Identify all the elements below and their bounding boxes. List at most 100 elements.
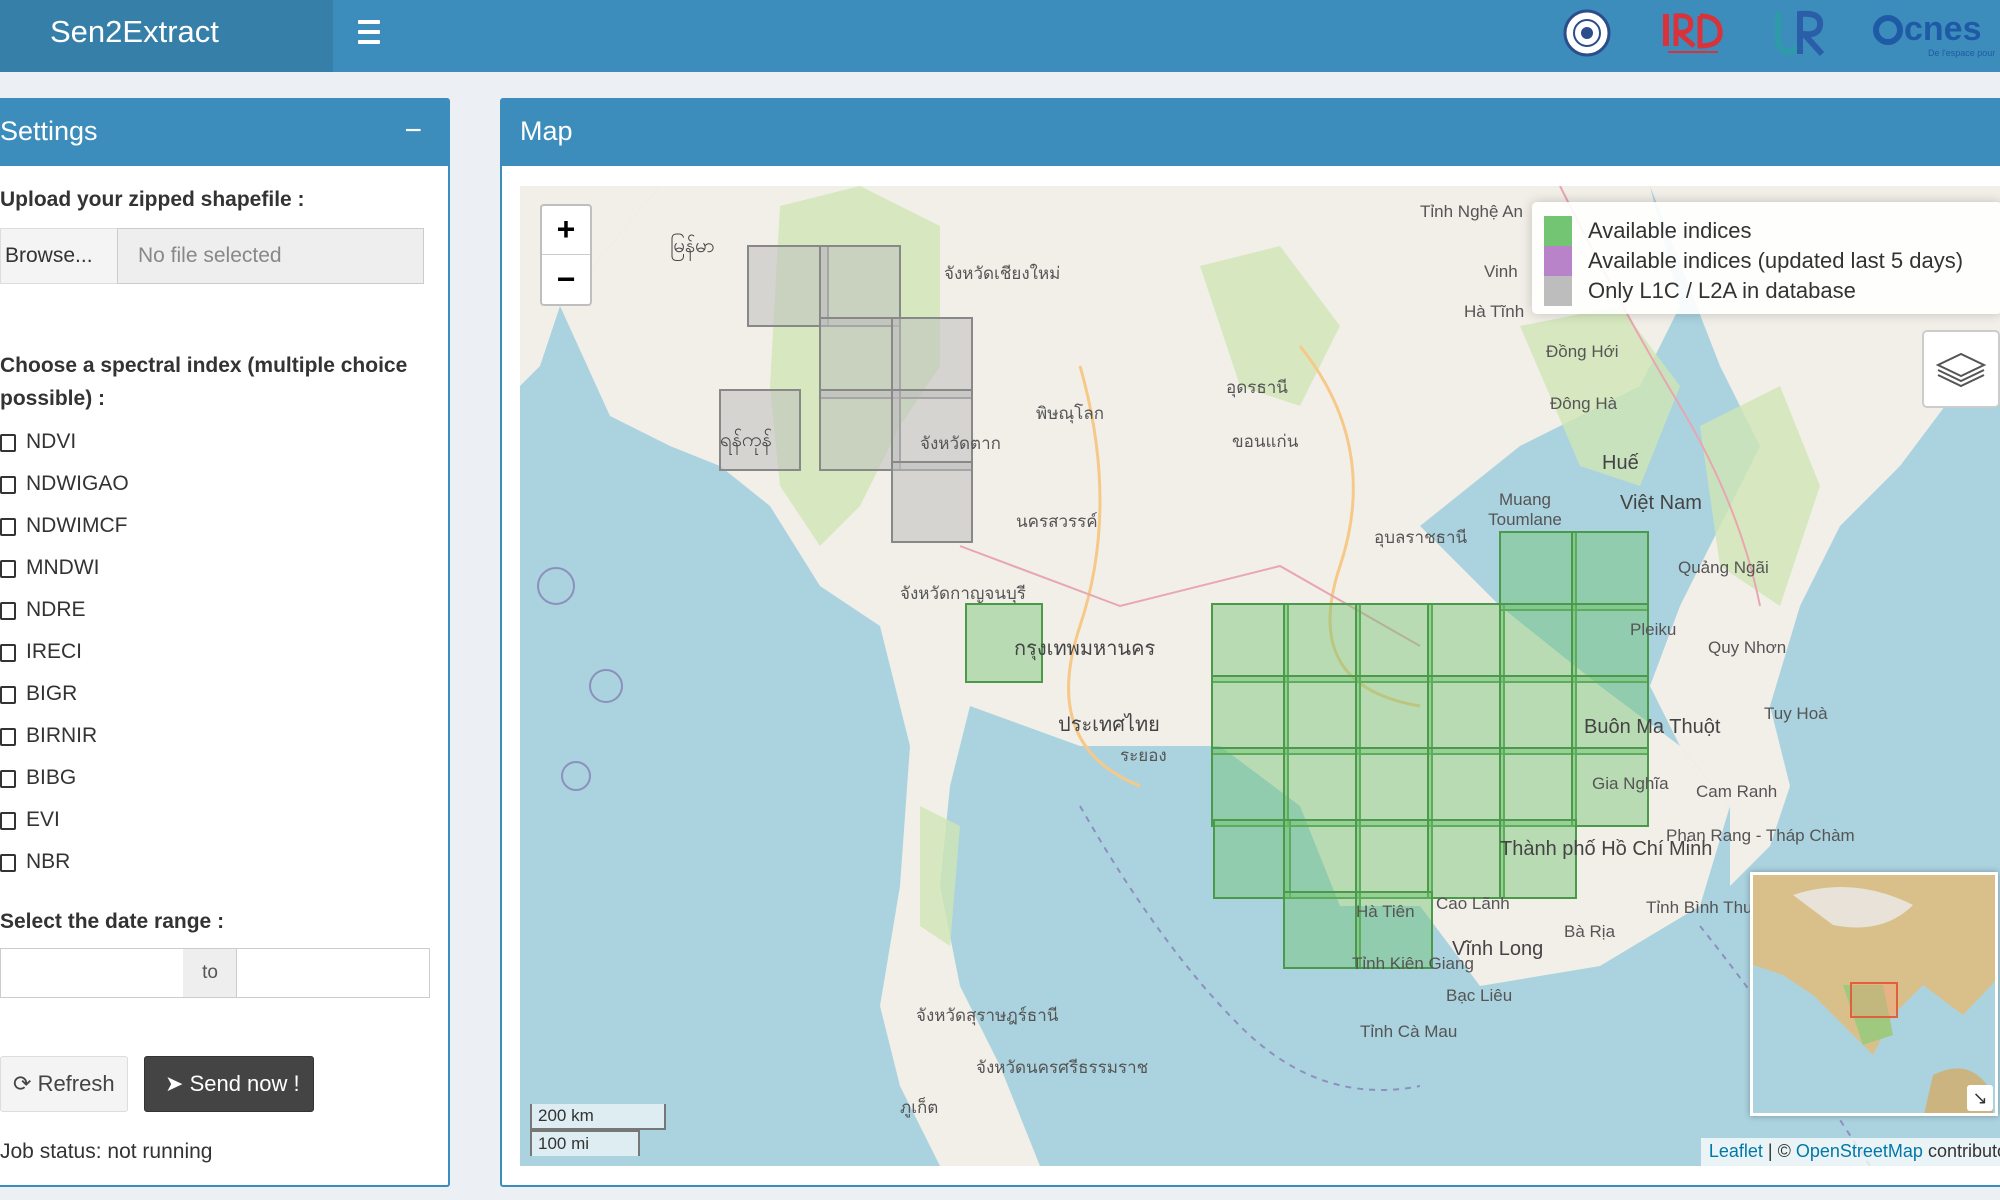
send-now-button[interactable]: ➤ Send now ! xyxy=(144,1056,314,1112)
minimap-toggle-icon[interactable]: ↘ xyxy=(1967,1085,1993,1111)
ird-logo xyxy=(1663,13,1723,53)
lrc-logo xyxy=(1563,9,1611,57)
browse-button[interactable]: Browse... xyxy=(0,228,118,284)
place-label: Quảng Ngãi xyxy=(1678,558,1769,577)
place-label: จังหวัดสุราษฎร์ธานี xyxy=(916,1006,1059,1025)
place-label: Bạc Liêu xyxy=(1446,986,1513,1005)
checkbox-icon[interactable] xyxy=(0,560,16,578)
place-label: Hà Tiên xyxy=(1356,902,1415,921)
map-legend: Available indices Available indices (upd… xyxy=(1532,202,2000,314)
cnes-logo: cnes De l'espace pour xyxy=(1873,10,1995,58)
checkbox-icon[interactable] xyxy=(0,644,16,662)
zoom-out-button[interactable]: − xyxy=(556,261,576,297)
refresh-icon: ⟳ xyxy=(13,1071,32,1096)
settings-title: Settings xyxy=(0,116,98,146)
job-status-text: Job status: not running xyxy=(0,1140,213,1163)
minimap-view xyxy=(1753,875,1995,1113)
map-tiles xyxy=(520,186,2000,1166)
checkbox-nbr[interactable]: NBR xyxy=(0,848,302,878)
checkbox-icon[interactable] xyxy=(0,476,16,494)
file-upload-group: Browse... No file selected xyxy=(0,228,424,284)
place-label: Muang Toumlane xyxy=(1488,490,1562,529)
collapse-button[interactable]: − xyxy=(404,114,422,147)
refresh-button[interactable]: ⟳ Refresh xyxy=(0,1056,128,1112)
checkbox-icon[interactable] xyxy=(0,854,16,872)
checkbox-icon[interactable] xyxy=(0,770,16,788)
svg-text:De l'espace pour: De l'espace pour xyxy=(1928,48,1995,58)
place-label: Pleiku xyxy=(1630,620,1677,639)
ur-logo xyxy=(1775,10,1825,57)
sidebar-toggle-button[interactable] xyxy=(354,14,384,54)
checkbox-ndvi[interactable]: NDVI xyxy=(0,428,302,458)
place-label: ประเทศไทย xyxy=(1058,714,1160,736)
zoom-control: + − xyxy=(540,204,592,306)
leaflet-map[interactable]: Vinh Hà Tĩnh Đồng Hới Đông Hà Huế Việt N… xyxy=(520,186,2000,1166)
place-label: Buôn Ma Thuột xyxy=(1584,716,1721,738)
place-label: Tỉnh Nghệ An xyxy=(1420,202,1524,221)
date-range-label: Select the date range : xyxy=(0,910,225,933)
start-date-input[interactable] xyxy=(0,948,184,998)
place-label: ระยอง xyxy=(1120,746,1167,765)
place-label: Vinh xyxy=(1484,262,1518,281)
file-name-field[interactable]: No file selected xyxy=(117,228,424,284)
end-date-input[interactable] xyxy=(236,948,430,998)
place-label: จังหวัดกาญจนบุรี xyxy=(900,584,1026,603)
date-range-input: to xyxy=(0,948,430,998)
place-label: Phan Rang - Tháp Chàm xyxy=(1666,826,1855,845)
place-label: Tỉnh Bình Thuận xyxy=(1646,898,1772,917)
checkbox-ndwimcf[interactable]: NDWIMCF xyxy=(0,512,302,542)
osm-link[interactable]: OpenStreetMap xyxy=(1795,1141,1923,1161)
top-navbar: Sen2Extract cnes De l'espace pour xyxy=(0,0,2000,72)
checkbox-bigr[interactable]: BIGR xyxy=(0,680,302,710)
settings-header: Settings − xyxy=(0,100,448,166)
upload-label: Upload your zipped shapefile : xyxy=(0,188,305,211)
place-label: Thành phố Hồ Chí Minh xyxy=(1500,838,1713,860)
checkbox-ndwigao[interactable]: NDWIGAO xyxy=(0,470,302,500)
legend-swatch xyxy=(1544,216,1572,246)
zoom-in-button[interactable]: + xyxy=(542,206,590,255)
checkbox-icon[interactable] xyxy=(0,812,16,830)
layers-icon xyxy=(1935,352,1987,388)
place-label: ภูเก็ต xyxy=(900,1098,939,1117)
layers-control-button[interactable] xyxy=(1922,330,2000,408)
minimap[interactable]: ↘ xyxy=(1750,872,1998,1116)
index-label-line1: Choose a spectral index (multiple choice xyxy=(0,354,408,377)
checkbox-icon[interactable] xyxy=(0,434,16,452)
place-label: Hà Tĩnh xyxy=(1464,302,1525,321)
date-to-label: to xyxy=(183,948,237,998)
scale-mi: 100 mi xyxy=(530,1130,640,1156)
legend-swatch xyxy=(1544,276,1572,306)
paper-plane-icon: ➤ xyxy=(165,1071,184,1096)
checkbox-evi[interactable]: EVI xyxy=(0,806,302,836)
place-label: Vĩnh Long xyxy=(1452,938,1544,960)
map-title: Map xyxy=(520,116,573,146)
place-label: พิษณุโลก xyxy=(1036,404,1105,423)
place-label: Đồng Hới xyxy=(1546,342,1619,361)
place-label: မြန်မာ xyxy=(670,235,715,257)
place-label: Tỉnh Kiên Giang xyxy=(1352,954,1474,973)
place-label: Tỉnh Cà Mau xyxy=(1360,1022,1458,1041)
place-label: Cao Lãnh xyxy=(1436,894,1510,913)
legend-swatch xyxy=(1544,246,1572,276)
checkbox-bibg[interactable]: BIBG xyxy=(0,764,302,794)
checkbox-mndwi[interactable]: MNDWI xyxy=(0,554,302,584)
checkbox-birnir[interactable]: BIRNIR xyxy=(0,722,302,752)
checkbox-icon[interactable] xyxy=(0,518,16,536)
checkbox-ireci[interactable]: IRECI xyxy=(0,638,302,668)
place-label: Đông Hà xyxy=(1550,394,1618,413)
place-label: กรุงเทพมหานคร xyxy=(1014,638,1156,660)
place-label: Bà Rịa xyxy=(1564,922,1616,941)
leaflet-link[interactable]: Leaflet xyxy=(1708,1141,1763,1161)
place-label: Huế xyxy=(1602,452,1639,474)
app-logo[interactable]: Sen2Extract xyxy=(0,0,333,72)
place-label: อุดรธานี xyxy=(1226,378,1288,397)
place-label: Quy Nhơn xyxy=(1708,638,1787,657)
place-label: Việt Nam xyxy=(1620,492,1702,514)
checkbox-icon[interactable] xyxy=(0,728,16,746)
place-label: จังหวัดตาก xyxy=(920,434,1001,453)
checkbox-icon[interactable] xyxy=(0,686,16,704)
checkbox-ndre[interactable]: NDRE xyxy=(0,596,302,626)
map-panel: Map xyxy=(500,98,2000,1187)
menu-icon xyxy=(358,20,380,24)
checkbox-icon[interactable] xyxy=(0,602,16,620)
